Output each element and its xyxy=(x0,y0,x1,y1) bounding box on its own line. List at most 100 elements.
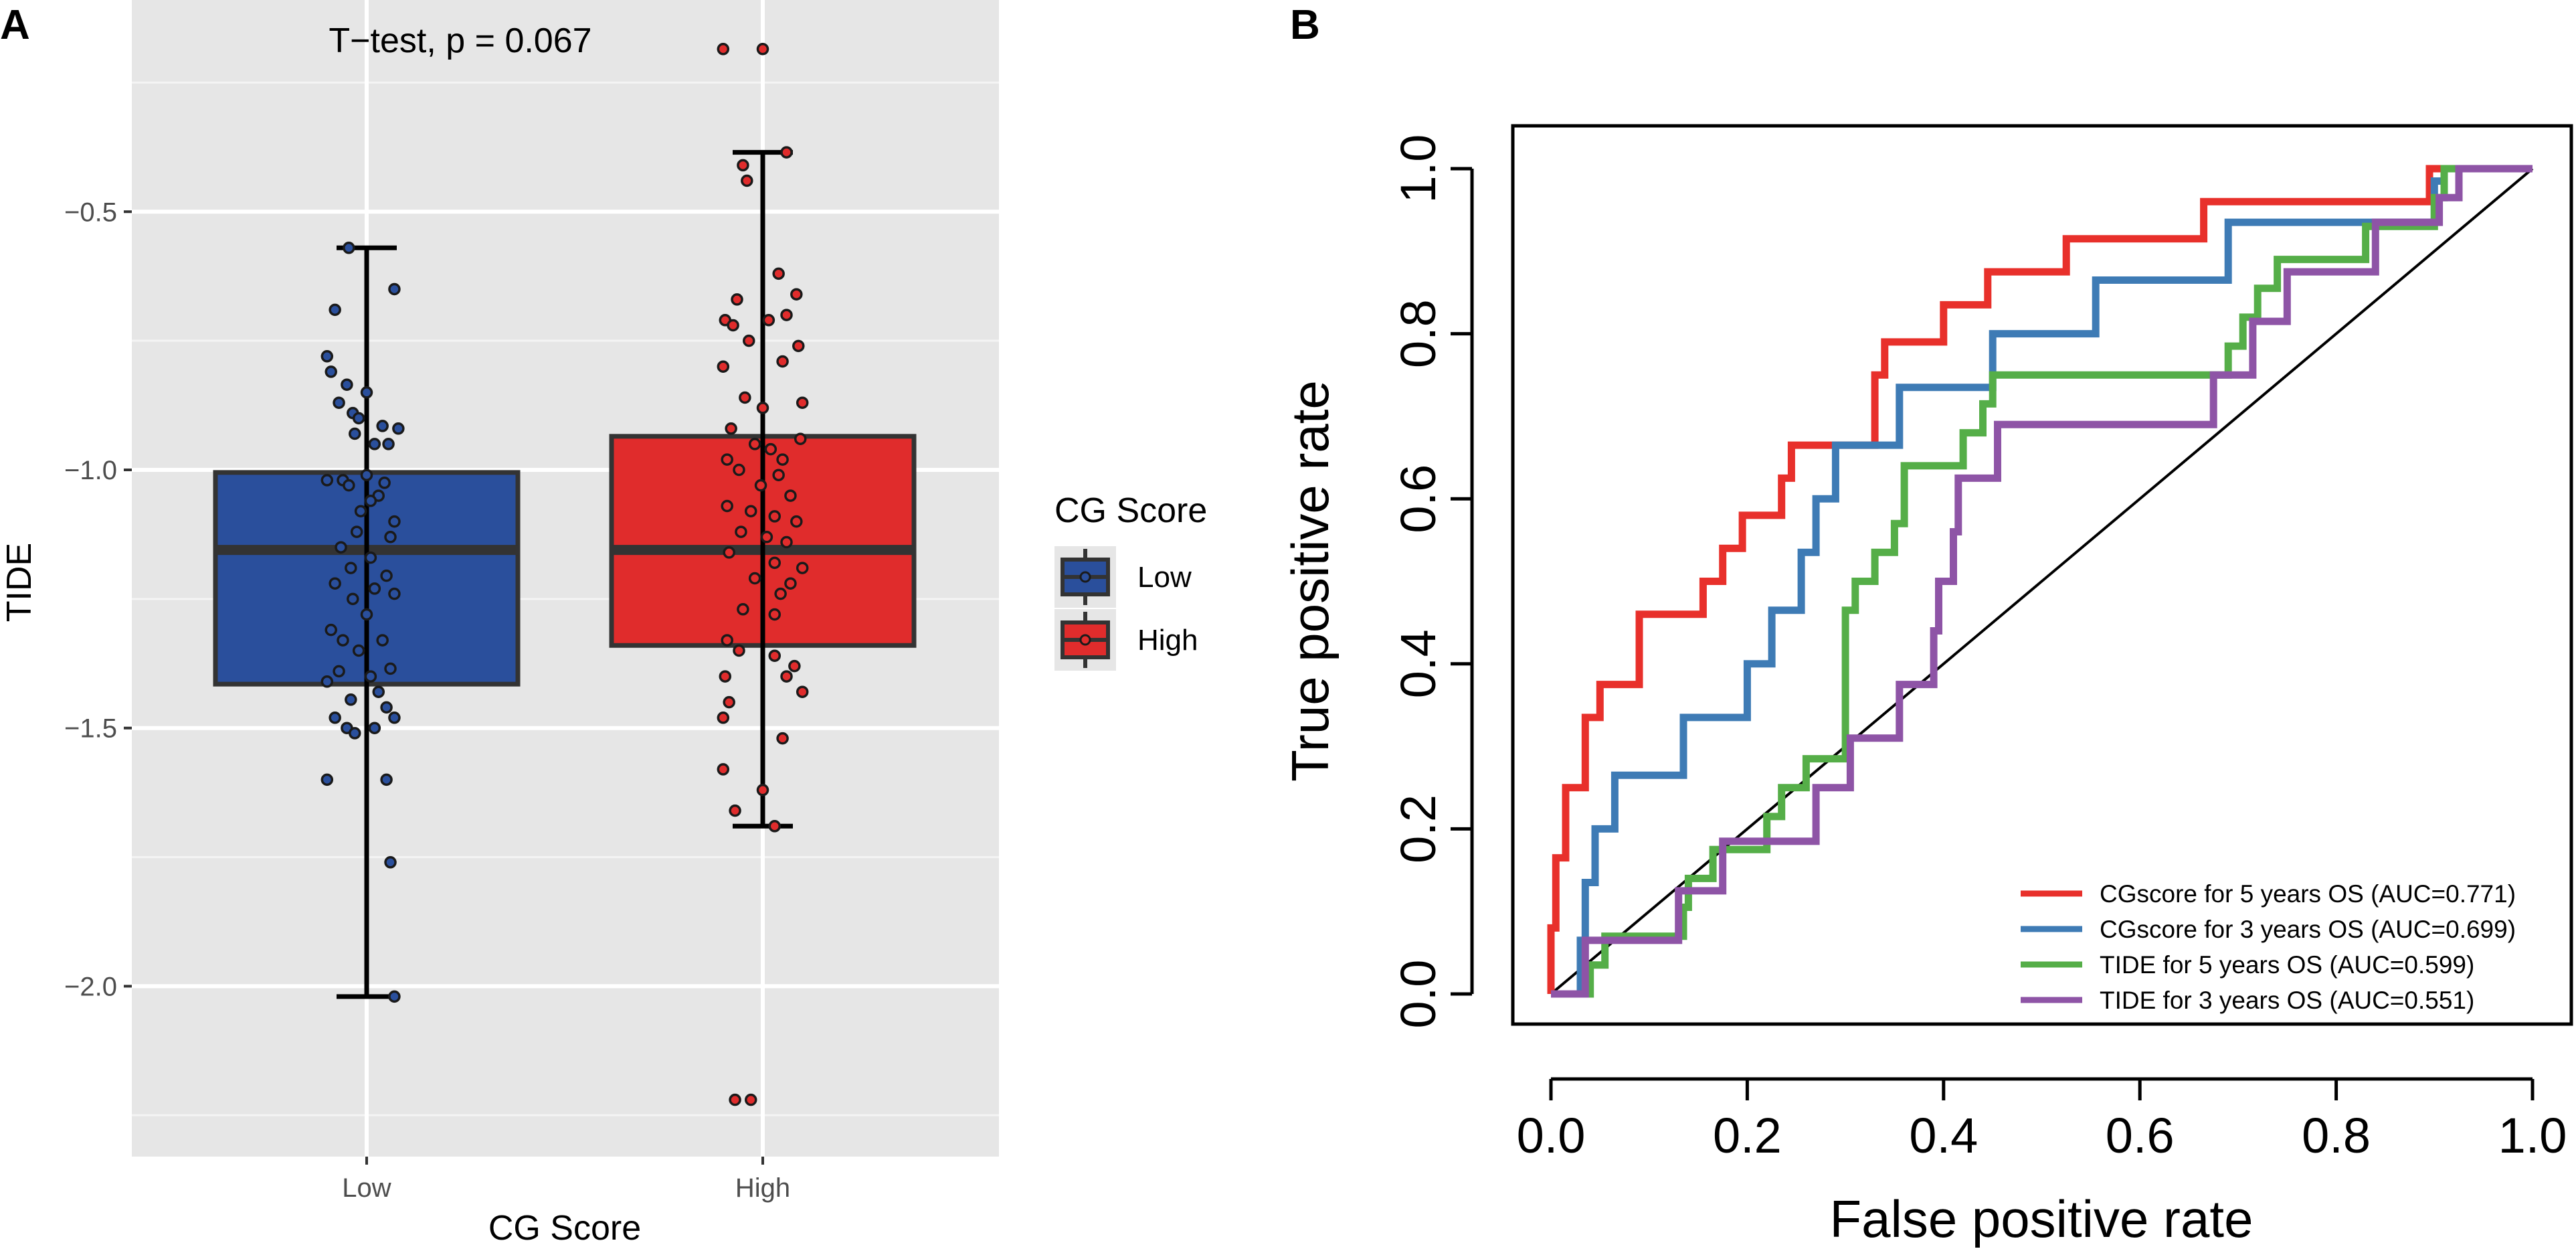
panel-a-data-point xyxy=(335,541,347,554)
panel-a-y-tick-label: −2.0 xyxy=(64,972,117,1001)
panel-a-data-point xyxy=(733,463,745,477)
panel-a-legend-title: CG Score xyxy=(1054,491,1207,530)
panel-a-data-point xyxy=(774,587,787,600)
panel-b-x-tick-label: 0.0 xyxy=(1517,1108,1586,1163)
panel-a-data-point xyxy=(329,712,341,724)
panel-a-data-point xyxy=(337,634,349,647)
panel-a-y-tick-label: −0.5 xyxy=(64,197,117,227)
panel-a-data-point xyxy=(768,556,781,570)
panel-a-data-point xyxy=(780,309,793,321)
panel-b-legend: CGscore for 5 years OS (AUC=0.771) CGscor… xyxy=(2021,880,2516,1014)
panel-b-y-tick-label: 0.4 xyxy=(1390,629,1446,698)
panel-a-data-point xyxy=(320,675,334,688)
panel-a-data-point xyxy=(744,1093,757,1106)
panel-a-data-point xyxy=(348,727,361,740)
panel-a-data-point xyxy=(796,396,809,409)
panel-b-legend-item-2: CGscore for 3 years OS (AUC=0.699) xyxy=(2021,916,2516,943)
panel-a-data-point xyxy=(717,43,730,56)
panel-a-data-point xyxy=(784,489,797,502)
panel-a-y-axis-title: TIDE xyxy=(0,543,39,622)
panel-a-box-low xyxy=(213,245,521,999)
panel-a-data-point xyxy=(360,469,373,481)
panel-a-legend-key-point xyxy=(1079,634,1091,646)
panel-a-data-point xyxy=(345,693,357,706)
panel-a-data-point xyxy=(376,420,389,432)
panel-b-y-axis-title: True positive rate xyxy=(1281,380,1340,782)
panel-a-data-point xyxy=(721,499,733,513)
panel-a-data-point xyxy=(348,427,361,440)
panel-a-data-point xyxy=(352,412,365,425)
panel-a-data-point xyxy=(388,282,401,296)
panel-a-data-point xyxy=(329,577,341,590)
panel-b-diagonal xyxy=(1550,167,2534,995)
panel-a-data-point xyxy=(364,670,377,683)
panel-a-data-point xyxy=(744,505,757,517)
panel-b-x-tick-label: 0.8 xyxy=(2302,1108,2371,1163)
panel-a-data-point xyxy=(329,303,341,317)
panel-b-y-tick-label: 0.8 xyxy=(1390,299,1446,368)
panel-a-y-tick-label: −1.0 xyxy=(64,456,117,485)
panel-a-data-point xyxy=(376,634,389,647)
panel-b-legend-item-4: TIDE for 3 years OS (AUC=0.551) xyxy=(2021,987,2474,1014)
panel-a-data-point xyxy=(739,391,751,404)
panel-a-data-point xyxy=(388,515,401,528)
panel-a-data-point xyxy=(347,592,359,606)
panel-a-data-point xyxy=(717,712,730,724)
panel-b-y-tick-label: 0.0 xyxy=(1390,960,1446,1029)
panel-b-curves xyxy=(1547,165,2533,998)
panel-b-legend-label: TIDE for 5 years OS (AUC=0.599) xyxy=(2100,951,2474,979)
panel-a-data-point xyxy=(384,531,397,543)
panel-a-data-point xyxy=(776,453,789,466)
panel-a-data-point xyxy=(729,804,741,817)
panel-a-data-point xyxy=(768,510,781,523)
panel-a-legend-label: High xyxy=(1137,624,1198,657)
panel-a-data-point xyxy=(756,43,769,56)
panel-a-data-point xyxy=(388,990,401,1003)
panel-b-y-tick-label: 1.0 xyxy=(1390,135,1446,203)
panel-a-data-point xyxy=(320,773,334,786)
panel-a-data-point xyxy=(784,577,797,590)
panel-a-legend-key-point xyxy=(1079,571,1091,583)
panel-a-data-point xyxy=(764,442,777,456)
panel-a-data-point xyxy=(790,515,803,528)
panel-a-legend: CG Score Low High xyxy=(1054,491,1207,671)
panel-a-x-tick-label: Low xyxy=(342,1173,391,1203)
panel-a-data-point xyxy=(360,386,373,399)
panel-b-letter: B xyxy=(1290,2,1320,48)
panel-a-data-point xyxy=(731,293,743,306)
panel-a-legend-item-high: High xyxy=(1054,609,1198,671)
panel-b-roc-curve-1 xyxy=(1547,165,2533,994)
panel-a-data-point xyxy=(772,469,785,481)
panel-a-data-point xyxy=(341,378,353,391)
panel-a-data-point xyxy=(768,608,781,621)
panel-a-data-point xyxy=(380,569,393,582)
panel-a-y-ticks: −0.5 −1.0 −1.5 −2.0 xyxy=(64,197,132,1001)
panel-a-data-point xyxy=(721,453,733,466)
panel-b-y-tick-label: 0.6 xyxy=(1390,465,1446,533)
panel-a-data-point xyxy=(717,763,730,776)
panel-a-data-point xyxy=(721,634,733,647)
panel-a-data-point xyxy=(729,1093,741,1106)
panel-a-data-point xyxy=(372,685,385,698)
panel-a-points xyxy=(320,43,809,1106)
panel-a-data-point xyxy=(364,495,377,507)
panel-a-data-point xyxy=(368,582,381,595)
panel-a-legend-item-low: Low xyxy=(1054,546,1192,608)
panel-a-data-point xyxy=(384,856,397,869)
panel-a-data-point xyxy=(382,438,395,450)
panel-a-data-point xyxy=(768,649,781,662)
panel-a-data-point xyxy=(378,477,391,489)
panel-a-data-point xyxy=(776,355,789,368)
panel-a-data-point xyxy=(368,438,381,450)
panel-a-x-axis-title: CG Score xyxy=(488,1209,641,1248)
panel-b-x-tick-label: 1.0 xyxy=(2498,1108,2567,1163)
panel-a-data-point xyxy=(748,438,761,450)
panel-b-legend-label: CGscore for 5 years OS (AUC=0.771) xyxy=(2100,880,2516,908)
panel-a-data-point xyxy=(320,474,334,487)
panel-b-legend-item-1: CGscore for 5 years OS (AUC=0.771) xyxy=(2021,880,2516,908)
panel-b-roc-curve-4 xyxy=(1551,165,2533,998)
panel-a-data-point xyxy=(768,820,781,833)
panel-a-data-point xyxy=(364,551,377,564)
panel-a-data-point xyxy=(780,535,793,549)
panel-b-roc-curve-2 xyxy=(1551,165,2533,998)
